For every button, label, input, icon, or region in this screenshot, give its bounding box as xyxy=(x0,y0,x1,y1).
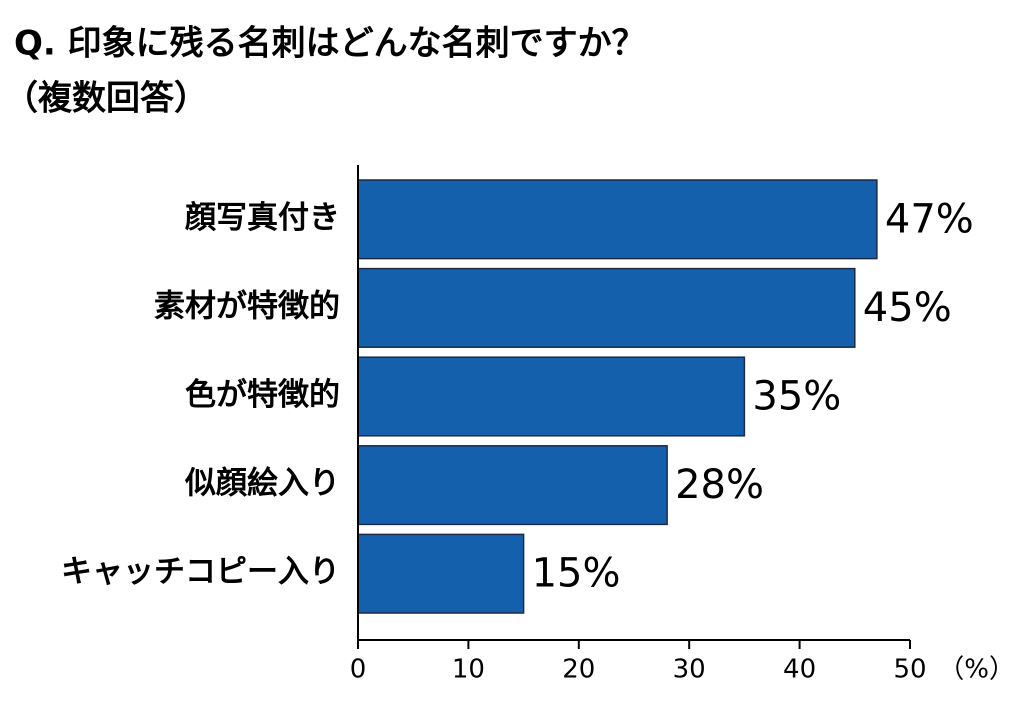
x-tick-label: 50 xyxy=(893,655,926,685)
x-axis-label: （%） xyxy=(938,655,1015,685)
chart-subtitle: （複数回答） xyxy=(4,79,208,119)
category-label: 素材が特徴的 xyxy=(154,288,340,324)
category-label: 色が特徴的 xyxy=(185,377,340,413)
x-tick-label: 10 xyxy=(452,655,485,685)
bar xyxy=(357,179,878,260)
bar xyxy=(357,533,525,614)
value-label: 15% xyxy=(532,551,621,597)
category-label: キャッチコピー入り xyxy=(61,554,340,590)
value-label: 47% xyxy=(885,196,974,242)
bar xyxy=(357,356,746,437)
category-label: 似顔絵入り xyxy=(184,466,340,502)
bar xyxy=(357,445,668,526)
x-tick-label: 0 xyxy=(350,655,367,685)
x-tick-label: 20 xyxy=(562,655,595,685)
category-label: 顔写真付き xyxy=(185,200,340,236)
value-label: 35% xyxy=(752,374,841,420)
x-tick-label: 40 xyxy=(783,655,816,685)
x-tick-label: 30 xyxy=(673,655,706,685)
chart-title: Q. 印象に残る名刺はどんな名刺ですか？ xyxy=(14,24,646,64)
value-label: 45% xyxy=(863,285,952,331)
bar xyxy=(357,267,856,348)
value-label: 28% xyxy=(675,462,764,508)
